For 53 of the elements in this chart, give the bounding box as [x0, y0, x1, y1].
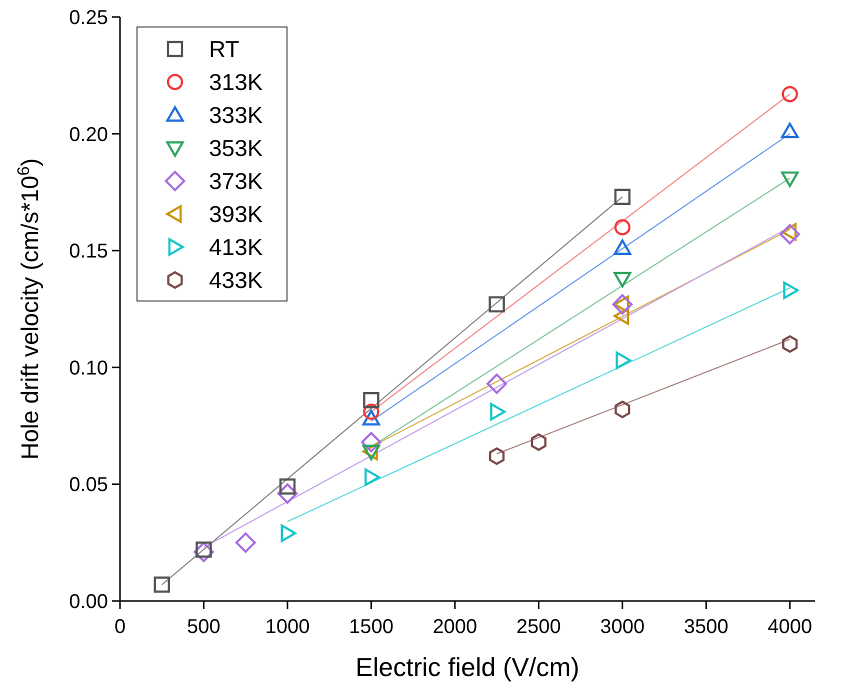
- point: [782, 86, 798, 102]
- point: [364, 468, 380, 486]
- point: [490, 402, 506, 421]
- point: [612, 294, 633, 315]
- x-tick-label: 2500: [516, 616, 561, 638]
- y-tick-label: 0.00: [69, 591, 108, 613]
- legend-label: 413K: [209, 234, 264, 260]
- legend-label: RT: [209, 36, 240, 62]
- point: [614, 239, 632, 255]
- x-tick-label: 3500: [684, 616, 728, 638]
- point: [363, 392, 380, 408]
- x-axis-title: Electric field (V/cm): [356, 652, 580, 682]
- x-tick-label: 0: [114, 616, 126, 638]
- point: [781, 122, 799, 138]
- point: [614, 219, 631, 236]
- legend-label: 393K: [209, 201, 264, 227]
- point: [363, 404, 380, 420]
- point: [194, 542, 214, 562]
- point: [783, 282, 799, 300]
- point: [277, 483, 298, 504]
- point: [362, 410, 380, 426]
- x-tick-label: 500: [187, 616, 220, 638]
- point: [489, 447, 505, 465]
- point: [614, 307, 630, 325]
- x-tick-label: 1500: [348, 616, 394, 638]
- point: [280, 524, 296, 542]
- point: [530, 433, 546, 451]
- point: [235, 532, 256, 553]
- y-tick-label: 0.05: [69, 474, 108, 496]
- point: [488, 296, 505, 312]
- point: [614, 188, 631, 205]
- x-tick-label: 4000: [768, 616, 812, 638]
- point: [154, 576, 170, 593]
- legend-label: 313K: [209, 69, 264, 95]
- point: [616, 352, 632, 370]
- point: [614, 400, 630, 418]
- x-tick-label: 1000: [265, 616, 310, 638]
- point: [614, 272, 632, 288]
- legend-label: 333K: [209, 102, 264, 128]
- legend-label: 433K: [209, 267, 264, 293]
- point: [782, 335, 798, 353]
- y-tick-label: 0.20: [69, 124, 108, 146]
- point: [486, 374, 508, 394]
- point: [781, 171, 799, 187]
- y-tick-label: 0.15: [69, 240, 108, 263]
- point: [780, 224, 800, 244]
- y-tick-label: 0.10: [69, 357, 108, 380]
- x-tick-label: 3000: [600, 616, 645, 638]
- legend-label: 373K: [209, 168, 264, 194]
- legend-label: 353K: [209, 135, 264, 161]
- point: [361, 432, 382, 452]
- x-tick-label: 2000: [432, 616, 478, 638]
- y-tick-label: 0.25: [69, 7, 108, 29]
